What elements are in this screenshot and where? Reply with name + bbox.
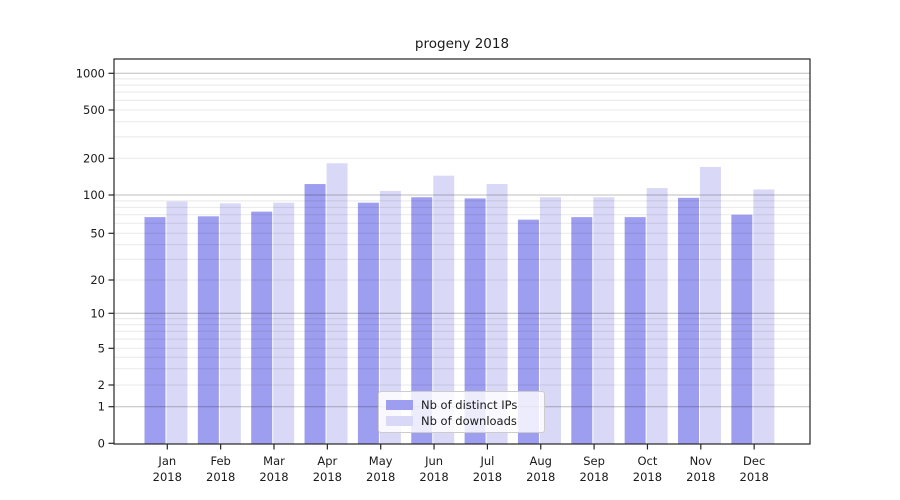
bar-dec-downloads <box>753 189 775 444</box>
bar-sep-downloads <box>593 197 615 444</box>
axes-spines <box>113 58 811 445</box>
bar-feb-distinct-ips <box>197 216 219 444</box>
x-tick-label-jul: Jul 2018 <box>473 454 502 484</box>
bar-aug-downloads <box>539 197 561 444</box>
bar-jan-downloads <box>166 201 188 444</box>
bar-jul-distinct-ips <box>464 198 486 444</box>
y-tick-label: 5 <box>98 341 105 355</box>
bar-mar-downloads <box>273 202 295 444</box>
x-tick-label-oct: Oct 2018 <box>633 454 662 484</box>
x-tick-label-jun: Jun 2018 <box>419 454 448 484</box>
bar-jun-downloads <box>433 175 455 444</box>
bar-mar-distinct-ips <box>251 211 273 444</box>
legend: Nb of distinct IPs Nb of downloads <box>378 391 545 433</box>
legend-entry-downloads: Nb of downloads <box>386 413 536 428</box>
x-tick-label-aug: Aug 2018 <box>526 454 555 484</box>
bar-aug-distinct-ips <box>517 219 539 444</box>
x-tick-label-may: May 2018 <box>366 454 395 484</box>
x-tick-label-feb: Feb 2018 <box>206 454 235 484</box>
y-tick-label: 1 <box>98 400 105 414</box>
bar-jan-distinct-ips <box>144 217 166 444</box>
bar-sep-distinct-ips <box>571 217 593 444</box>
legend-label-distinct-ips: Nb of distinct IPs <box>421 397 518 412</box>
y-tick-label: 0 <box>98 436 105 450</box>
legend-swatch-downloads <box>386 415 413 426</box>
y-tick-label: 200 <box>83 151 105 165</box>
bar-dec-distinct-ips <box>731 214 753 444</box>
x-tick-label-dec: Dec 2018 <box>740 454 769 484</box>
bar-jun-distinct-ips <box>411 197 433 444</box>
bar-apr-downloads <box>326 163 348 444</box>
bar-jul-downloads <box>486 184 508 444</box>
bar-feb-downloads <box>219 203 241 444</box>
x-tick-label-nov: Nov 2018 <box>686 454 715 484</box>
y-tick-label: 50 <box>90 226 105 240</box>
legend-swatch-distinct-ips <box>386 399 413 410</box>
y-tick-label: 1000 <box>76 66 105 80</box>
y-tick-label: 100 <box>83 188 105 202</box>
x-tick-label-sep: Sep 2018 <box>579 454 608 484</box>
legend-label-downloads: Nb of downloads <box>421 413 517 428</box>
x-tick-label-mar: Mar 2018 <box>259 454 288 484</box>
bar-nov-downloads <box>700 166 721 444</box>
legend-entry-distinct-ips: Nb of distinct IPs <box>386 397 536 412</box>
y-tick-label: 500 <box>83 103 105 117</box>
bar-apr-distinct-ips <box>304 184 326 444</box>
bar-oct-distinct-ips <box>624 217 646 444</box>
y-tick-label: 20 <box>90 273 105 287</box>
bar-may-downloads <box>379 190 401 444</box>
bar-nov-distinct-ips <box>678 197 699 444</box>
chart-title: progeny 2018 <box>414 36 510 52</box>
x-tick-label-apr: Apr 2018 <box>313 454 342 484</box>
bar-may-distinct-ips <box>357 202 379 444</box>
y-tick-label: 10 <box>90 306 105 320</box>
x-tick-label-jan: Jan 2018 <box>153 454 182 484</box>
y-tick-label: 2 <box>98 378 105 392</box>
bar-oct-downloads <box>646 188 668 444</box>
